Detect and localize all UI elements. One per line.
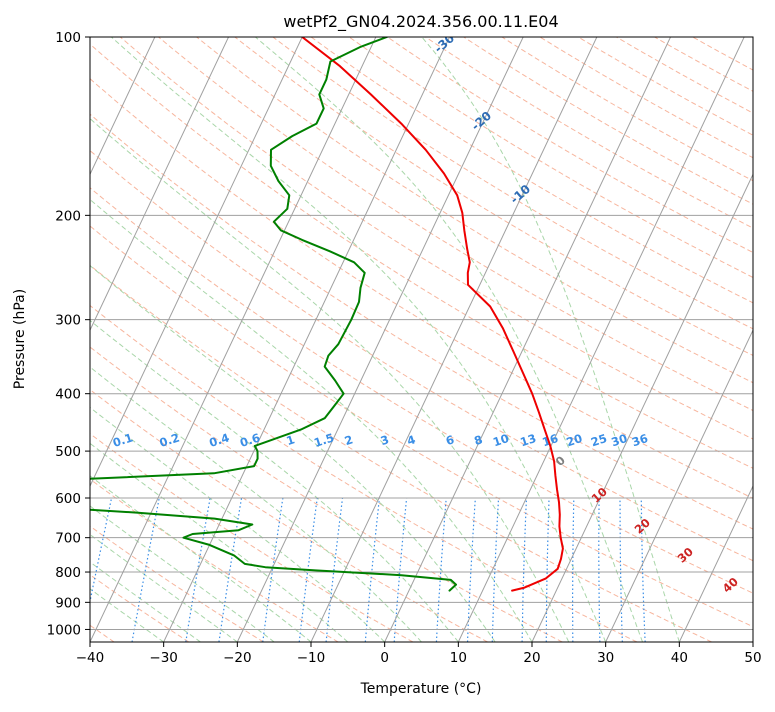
- y-tick-label: 900: [55, 595, 81, 611]
- x-axis-label: Temperature (°C): [360, 681, 482, 697]
- x-tick-label: 10: [450, 650, 467, 666]
- x-tick-label: −30: [149, 650, 178, 666]
- x-tick-label: −40: [76, 650, 105, 666]
- y-tick-label: 400: [55, 387, 81, 403]
- isotherm-line: [753, 10, 775, 642]
- y-tick-label: 700: [55, 531, 81, 547]
- y-axis-label: Pressure (hPa): [12, 289, 28, 389]
- x-tick-label: 30: [597, 650, 614, 666]
- x-tick-label: −20: [223, 650, 252, 666]
- y-axis: 100 200 300 400 500 600 700 800 900 1000: [47, 30, 90, 638]
- y-tick-label: 1000: [47, 622, 81, 638]
- x-tick-label: 20: [523, 650, 540, 666]
- y-tick-label: 800: [55, 565, 81, 581]
- y-tick-label: 100: [55, 30, 81, 46]
- x-tick-label: 40: [671, 650, 688, 666]
- x-tick-label: 50: [744, 650, 761, 666]
- x-tick-label: 0: [380, 650, 389, 666]
- y-tick-label: 500: [55, 444, 81, 460]
- y-tick-label: 200: [55, 208, 81, 224]
- y-tick-label: 300: [55, 313, 81, 329]
- y-tick-label: 600: [55, 491, 81, 507]
- x-axis: −40 −30 −20 −10 0 10 20 30 40 50: [76, 642, 762, 666]
- chart-title: wetPf2_GN04.2024.356.00.11.E04: [283, 12, 558, 32]
- x-tick-label: −10: [297, 650, 326, 666]
